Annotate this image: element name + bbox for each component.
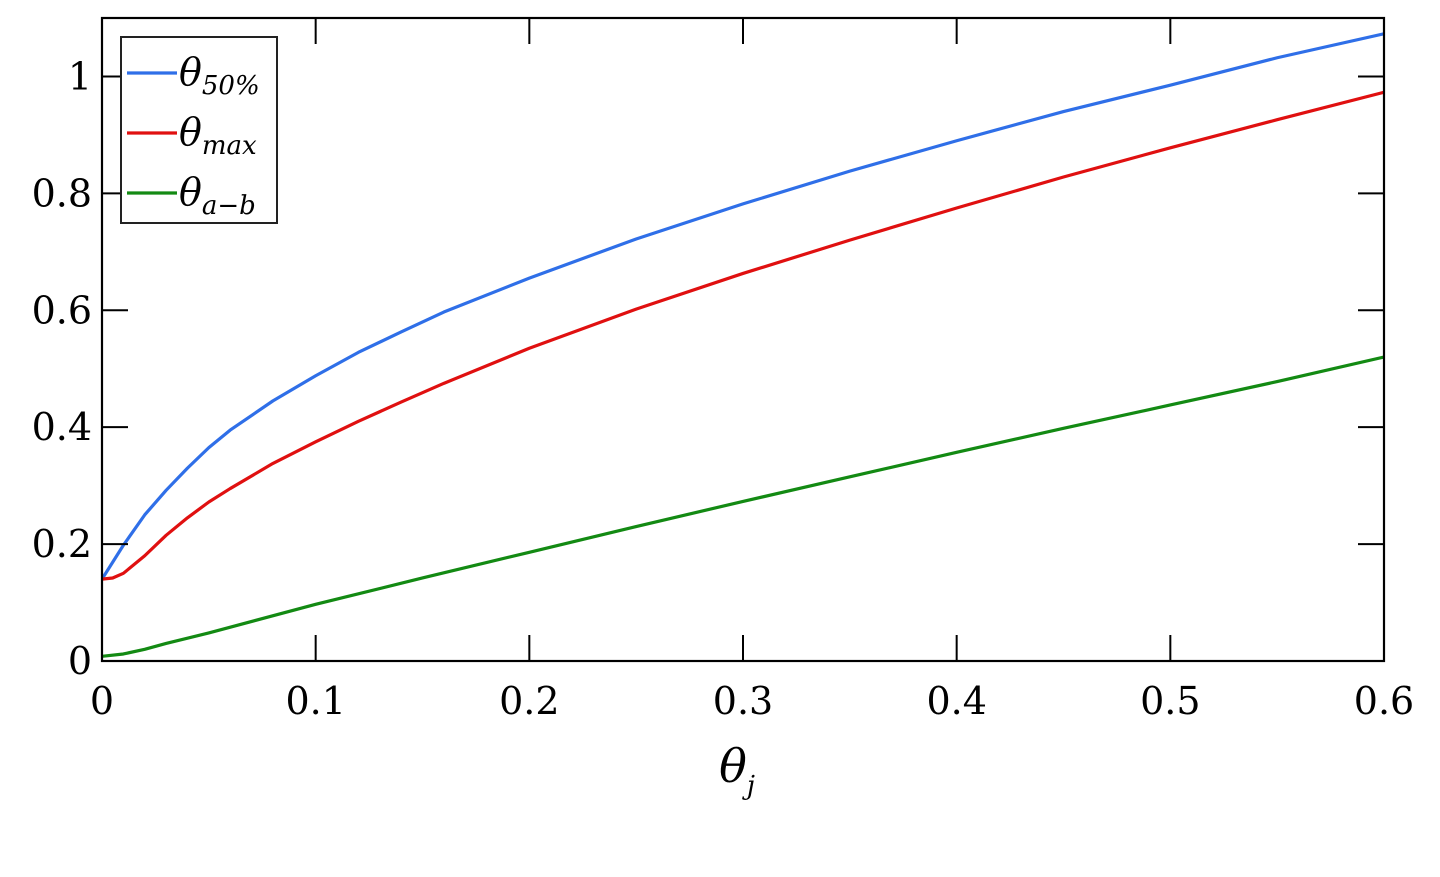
plot-area [102,18,1384,661]
x-tick-label: 0.1 [285,679,345,723]
x-tick-label: 0 [90,679,114,723]
y-tick-label: 0 [68,639,92,683]
legend-label-1: θmax [179,110,257,161]
series-line-1 [102,90,1384,581]
x-axis-title: θj [719,739,755,801]
axes: 0 0.1 0.2 0.3 0.4 0.5 0.6 0 0.2 0.4 0.6 0.8 1 θj [32,16,1414,801]
y-tick-label: 0.6 [32,288,92,332]
x-tick-label: 0.6 [1354,679,1414,723]
x-tick-label: 0.4 [926,679,986,723]
series-lines [102,32,1384,658]
x-tick-label: 0.5 [1140,679,1200,723]
x-tick-label: 0.3 [713,679,773,723]
plot-background [102,18,1384,661]
legend-label-2: θa−b [179,170,256,221]
series-line-0 [102,32,1384,581]
y-tick-label: 0.8 [32,171,92,215]
legend-label-0: θ50% [179,50,260,101]
x-tick-label: 0.2 [499,679,559,723]
y-tick-label: 0.2 [32,522,92,566]
legend: θ50% θmax θa−b [120,36,278,224]
series-line-2 [102,355,1384,658]
y-tick-label: 1 [68,54,92,98]
y-tick-label: 0.4 [32,405,92,449]
